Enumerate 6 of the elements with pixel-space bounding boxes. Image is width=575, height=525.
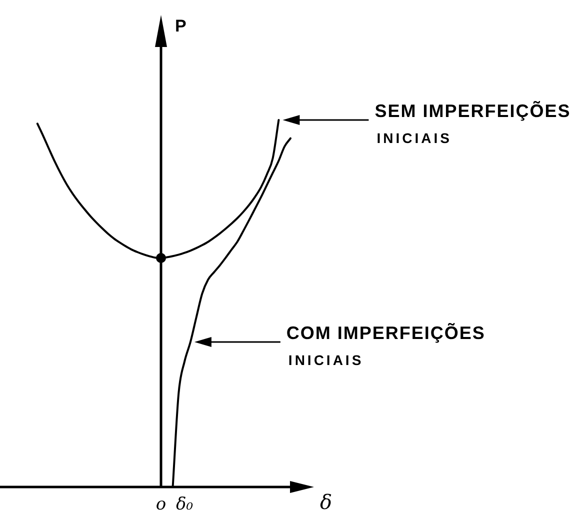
x-axis-title: δ <box>320 490 332 514</box>
legend-label: COM IMPERFEIÇÕES INICIAIS <box>286 322 486 368</box>
legend-label: SEM IMPERFEIÇÕES INICIAIS <box>374 100 571 146</box>
x-tick-label: o <box>156 494 166 515</box>
y-axis-title: P <box>175 16 186 36</box>
x-tick-label: δ₀ <box>176 494 194 515</box>
